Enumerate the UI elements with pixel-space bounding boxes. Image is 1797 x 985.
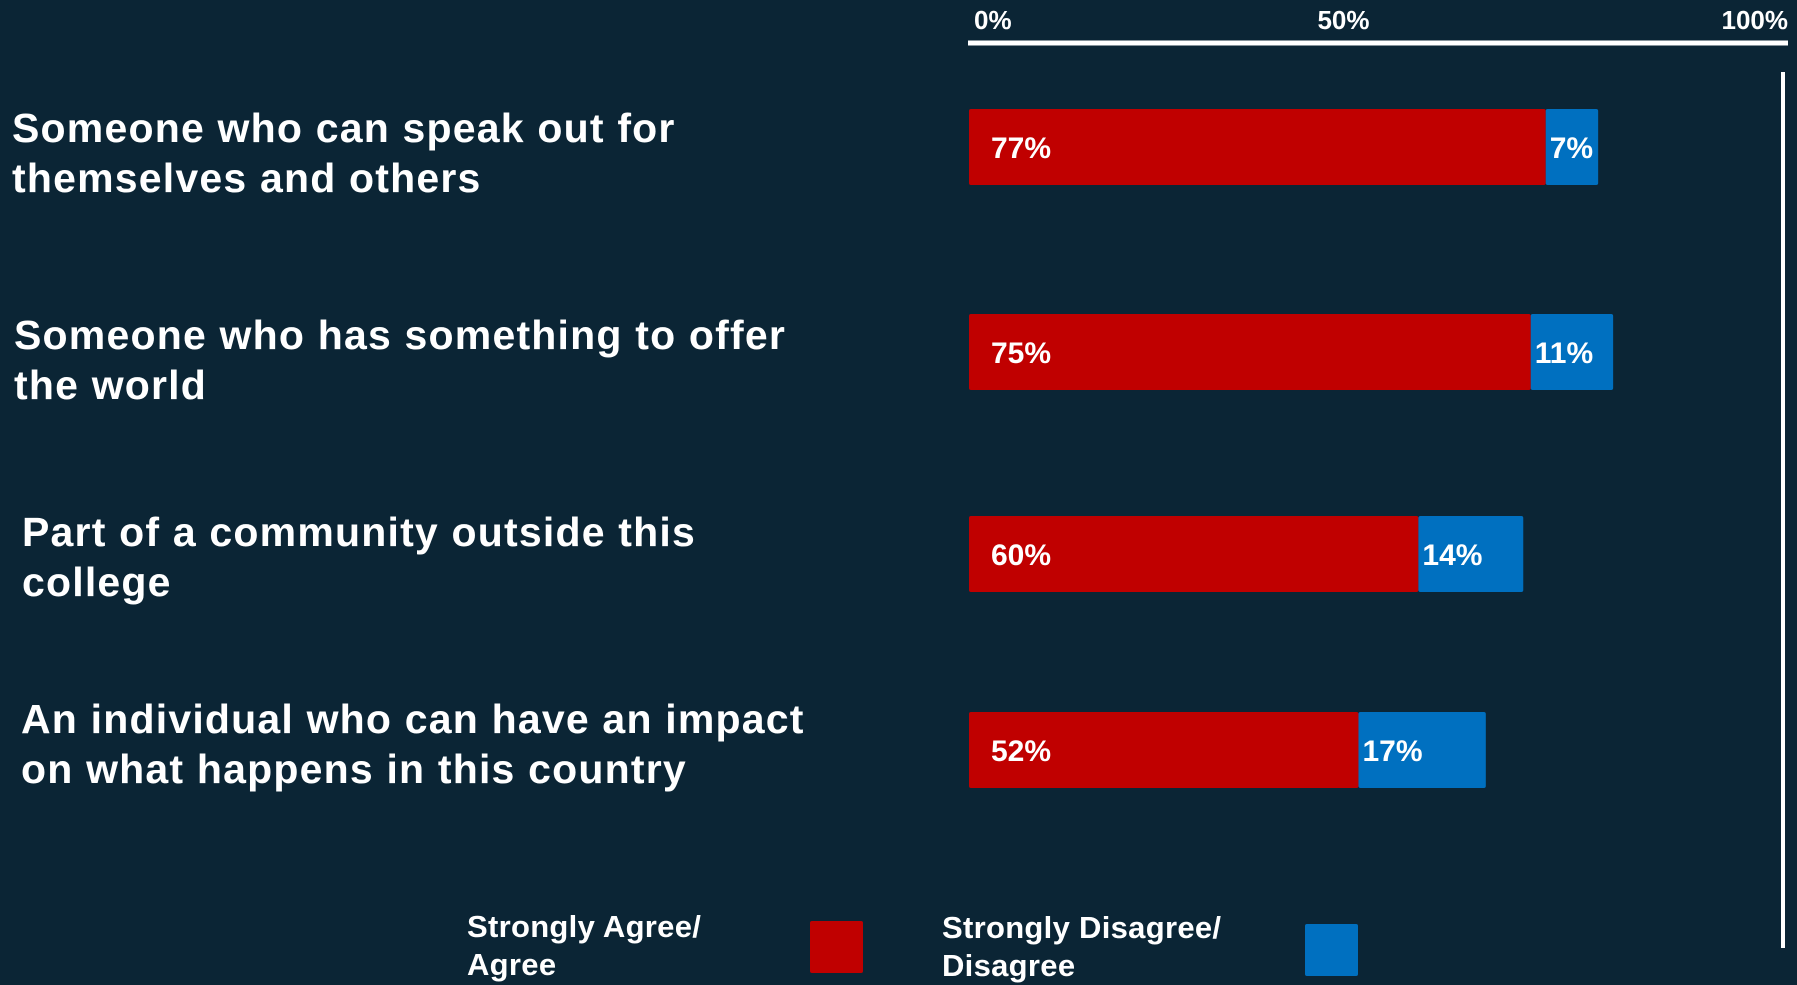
bar-agree xyxy=(969,516,1419,592)
bar-disagree xyxy=(1545,109,1599,185)
data-label-disagree: 17% xyxy=(1362,735,1422,768)
legend-label-line: Strongly Agree/ xyxy=(467,909,702,944)
category-label-line: Someone who can speak out for xyxy=(12,105,676,151)
data-label-disagree: 11% xyxy=(1535,337,1593,370)
x-tick-label: 50% xyxy=(1317,5,1369,35)
category-label-line: on what happens in this country xyxy=(21,746,687,792)
category-label-community: Part of a community outside this college xyxy=(22,507,696,607)
category-label-line: themselves and others xyxy=(12,155,482,201)
legend-swatch-agree xyxy=(810,921,863,973)
legend-label-line: Agree xyxy=(467,947,557,982)
x-tick-label: 100% xyxy=(1722,5,1789,35)
data-label-agree: 75% xyxy=(991,337,1051,370)
data-label-agree: 77% xyxy=(991,132,1051,165)
legend-label-disagree: Strongly Disagree/ Disagree xyxy=(942,909,1221,985)
data-label-agree: 52% xyxy=(991,735,1051,768)
legend-label-agree: Strongly Agree/ Agree xyxy=(467,908,701,984)
category-label-line: Someone who has something to offer xyxy=(14,312,787,358)
bar-agree xyxy=(969,314,1531,390)
bar-agree xyxy=(969,109,1546,185)
bar-disagree xyxy=(1418,516,1524,592)
bar-disagree xyxy=(1530,314,1614,390)
x-tick-label: 0% xyxy=(974,5,1012,35)
data-label-agree: 60% xyxy=(991,539,1051,572)
data-label-disagree: 14% xyxy=(1422,539,1482,572)
category-label-impact-country: An individual who can have an impact on … xyxy=(21,694,805,794)
data-label-disagree: 7% xyxy=(1550,132,1593,165)
category-label-line: the world xyxy=(14,362,208,408)
category-label-line: An individual who can have an impact xyxy=(21,696,805,742)
legend-label-line: Strongly Disagree/ xyxy=(942,910,1222,945)
category-label-line: college xyxy=(22,559,172,605)
bar-agree xyxy=(969,712,1359,788)
bar-disagree xyxy=(1358,712,1486,788)
category-label-line: Part of a community outside this xyxy=(22,509,696,555)
legend-swatch-disagree xyxy=(1305,924,1358,976)
legend-label-line: Disagree xyxy=(942,948,1076,983)
category-label-offer-world: Someone who has something to offer the w… xyxy=(14,310,786,410)
category-label-speak-out: Someone who can speak out for themselves… xyxy=(12,103,676,203)
